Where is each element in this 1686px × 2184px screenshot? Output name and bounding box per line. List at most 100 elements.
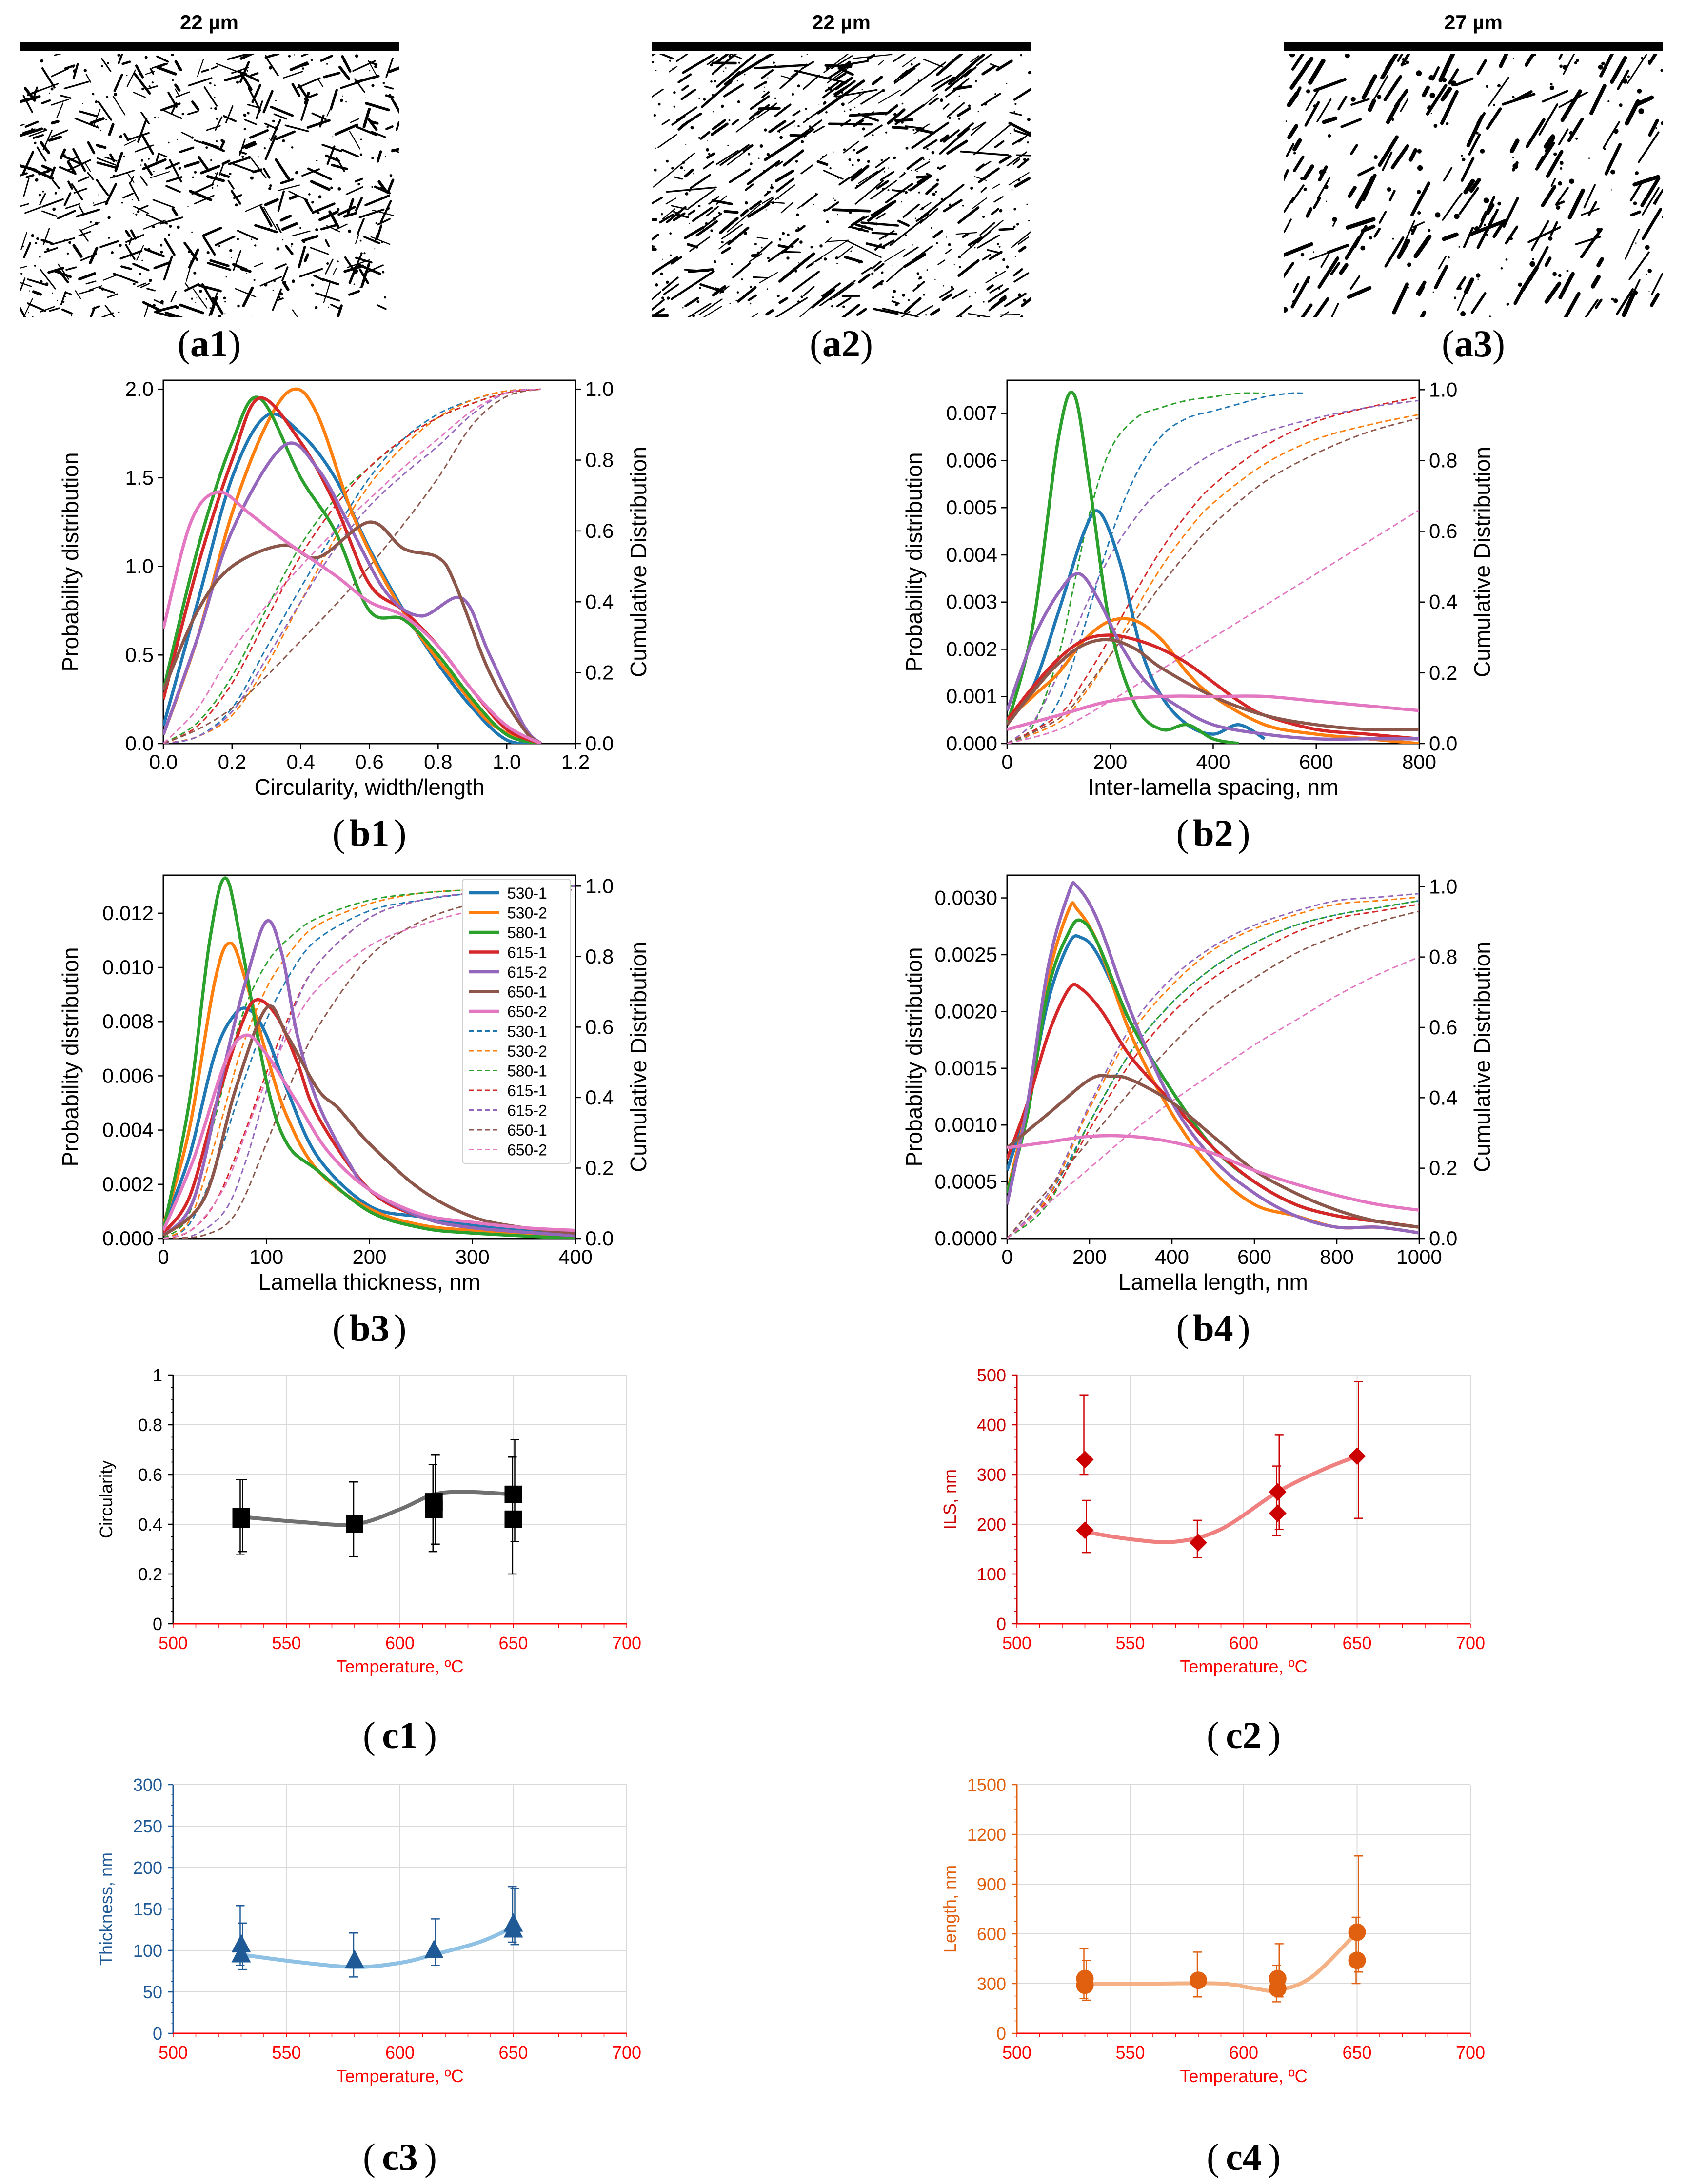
globular-particle: [831, 305, 833, 308]
y-tick-label: 0.0: [125, 732, 154, 755]
lamella-particle: [326, 102, 334, 117]
x-tick-label: 500: [1002, 2043, 1031, 2063]
lamella-particle: [712, 54, 738, 75]
y2-tick-label: 1.0: [1429, 378, 1457, 401]
lamella-particle: [855, 146, 868, 155]
lamella-particle: [1648, 118, 1659, 137]
lamella-particle: [909, 174, 932, 192]
globular-particle: [900, 120, 904, 124]
lamella-particle: [659, 214, 674, 224]
y-tick-label: 250: [133, 1816, 162, 1836]
globular-particle: [737, 100, 740, 103]
globular-particle: [1505, 258, 1508, 261]
globular-particle: [302, 67, 304, 70]
globular-particle: [137, 210, 140, 213]
lamella-particle: [871, 232, 898, 236]
y2-tick-label: 0.8: [585, 449, 614, 472]
lamella-particle: [303, 253, 309, 263]
globular-particle: [371, 84, 375, 87]
lamella-particle: [225, 105, 234, 123]
lamella-particle: [264, 54, 280, 59]
lamella-particle: [687, 303, 712, 317]
x-axis-label: Lamella length, nm: [1118, 1269, 1308, 1295]
globular-particle: [829, 167, 832, 170]
globular-particle: [66, 252, 69, 255]
y-tick-label: 0.006: [102, 1064, 154, 1087]
globular-particle: [1619, 103, 1623, 107]
globular-particle: [714, 80, 716, 82]
globular-particle: [190, 253, 192, 255]
y-tick-label: 100: [977, 1564, 1006, 1584]
lamella-particle: [163, 238, 176, 256]
globular-particle: [901, 201, 902, 203]
globular-particle: [269, 184, 272, 187]
scale-bar-a1: [20, 42, 399, 51]
globular-particle: [1350, 97, 1356, 102]
globular-particle: [126, 75, 128, 77]
data-point-square: [232, 1510, 250, 1528]
lamella-particle: [719, 144, 750, 166]
globular-particle: [1610, 189, 1612, 191]
lamella-particle: [102, 275, 117, 281]
globular-particle: [381, 271, 385, 274]
lamella-particle: [301, 54, 309, 57]
globular-particle: [83, 69, 87, 72]
lamella-particle: [1651, 273, 1663, 295]
lamella-particle: [857, 113, 879, 122]
lamella-particle: [191, 100, 200, 111]
lamella-particle: [56, 102, 64, 118]
globular-particle: [958, 255, 961, 258]
lamella-particle: [729, 168, 751, 183]
legend-label: 650-1: [507, 984, 547, 1001]
globular-particle: [294, 54, 296, 56]
y-tick-label: 1: [153, 1365, 162, 1385]
y-tick-label: 200: [133, 1858, 162, 1878]
globular-particle: [936, 178, 939, 182]
lamella-particle: [376, 304, 387, 310]
globular-particle: [974, 292, 976, 294]
cdf-line-650-2: [1007, 509, 1419, 744]
lamella-particle: [140, 133, 154, 155]
data-point-triangle: [503, 1919, 523, 1938]
lamella-particle: [310, 247, 329, 255]
y2-tick-label: 0.4: [585, 590, 614, 613]
y2-axis-label: Cumulative Distribution: [1469, 447, 1495, 677]
lamella-particle: [1558, 272, 1575, 299]
lamella-particle: [1476, 59, 1487, 75]
globular-particle: [258, 156, 259, 158]
lamella-particle: [945, 249, 952, 255]
lamella-particle: [297, 77, 321, 89]
lamella-particle: [923, 139, 938, 149]
lamella-particle: [1287, 91, 1299, 107]
globular-particle: [729, 303, 731, 304]
lamella-particle: [893, 54, 907, 62]
lamella-particle: [307, 167, 332, 180]
lamella-particle: [943, 129, 960, 143]
lamella-particle: [715, 195, 728, 205]
lamella-particle: [684, 296, 699, 308]
globular-particle: [801, 55, 803, 58]
lamella-particle: [143, 219, 166, 230]
lamella-particle: [1590, 275, 1601, 289]
lamella-particle: [1558, 128, 1569, 145]
x-tick-label: 0: [1001, 750, 1012, 773]
lamella-particle: [1420, 310, 1427, 317]
x-tick-label: 650: [498, 1633, 528, 1653]
lamella-particle: [59, 166, 77, 175]
globular-particle: [209, 307, 211, 309]
lamella-particle: [1309, 248, 1338, 261]
y-tick-label: 0.0020: [935, 1000, 997, 1023]
lamella-particle: [245, 203, 263, 212]
y-tick-label: 0.6: [138, 1465, 162, 1485]
lamella-particle: [689, 236, 710, 252]
globular-particle: [766, 55, 768, 58]
trend-line: [1083, 1454, 1359, 1544]
globular-particle: [764, 128, 767, 132]
lamella-particle: [50, 68, 69, 78]
cdf-line-615-2: [1007, 399, 1419, 744]
globular-particle: [698, 137, 700, 139]
globular-particle: [1661, 121, 1663, 125]
globular-particle: [205, 298, 207, 300]
lamella-particle: [919, 208, 938, 224]
lamella-particle: [858, 273, 871, 284]
